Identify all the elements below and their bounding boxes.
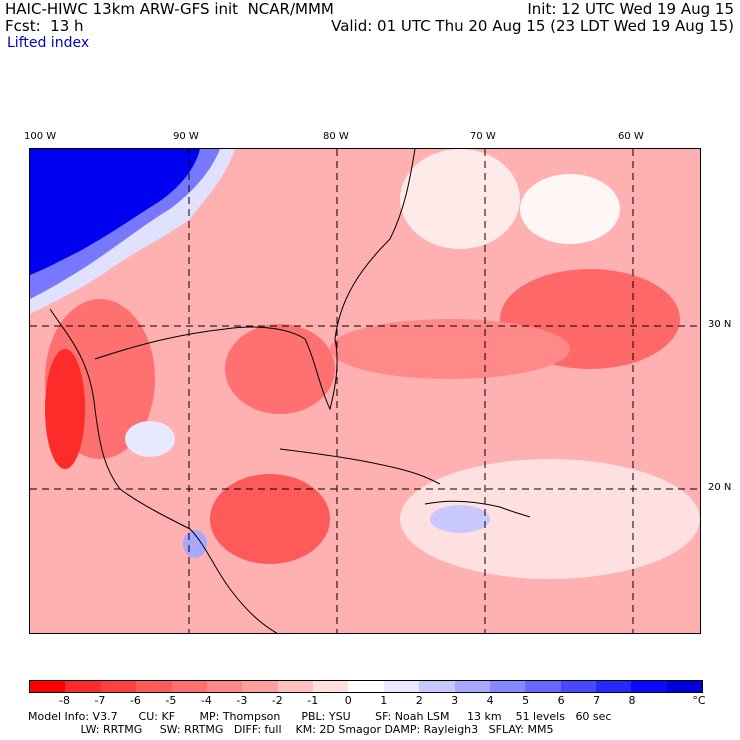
colorbar-tick-label: -6	[129, 694, 141, 707]
stable-region-core	[30, 149, 200, 275]
colorbar-segment	[419, 681, 455, 692]
stable-spot-gulf	[125, 421, 175, 457]
colorbar	[29, 680, 703, 693]
colorbar-segment	[171, 681, 207, 692]
lat-label-20n: 20 N	[708, 482, 732, 493]
colorbar-tick-label: 4	[486, 694, 494, 707]
unstable-area-gulf	[225, 324, 335, 414]
lon-label-100w: 100 W	[24, 131, 57, 142]
colorbar-tick-label: 1	[380, 694, 388, 707]
colorbar-segment	[136, 681, 172, 692]
colorbar-tick-label: 2	[415, 694, 423, 707]
colorbar-tick-label: -7	[94, 694, 106, 707]
unstable-core-texas	[45, 349, 85, 469]
colorbar-tick-label: 0	[344, 694, 352, 707]
valid-time: Valid: 01 UTC Thu 20 Aug 15 (23 LDT Wed …	[331, 17, 734, 35]
colorbar-segment	[100, 681, 137, 692]
coastline-gulf-west	[49, 308, 278, 633]
colorbar-segment	[560, 681, 596, 692]
colorbar-segment	[596, 681, 632, 692]
neutral-area-northeast	[400, 149, 520, 249]
colorbar-segment	[631, 681, 667, 692]
colorbar-tick-label: -4	[200, 694, 212, 707]
colorbar-tick-label: 7	[593, 694, 601, 707]
lat-lon-grid	[30, 149, 700, 633]
colorbar-tick-label: 6	[557, 694, 565, 707]
lon-label-60w: 60 W	[618, 131, 644, 142]
colorbar-segment	[454, 681, 490, 692]
coastline-hispaniola	[424, 500, 531, 518]
colorbar-tick-label: -2	[271, 694, 283, 707]
colorbar-tick-label: -5	[165, 694, 177, 707]
colorbar-segment	[348, 681, 384, 692]
coastline-us-southeast	[94, 149, 416, 411]
neutral-area-north-atlantic	[520, 174, 620, 244]
colorbar-tick-label: 5	[522, 694, 530, 707]
colorbar-segment	[383, 681, 420, 692]
model-info-line2: LW: RRTMG SW: RRTMG DIFF: full KM: 2D Sm…	[28, 723, 554, 736]
colorbar-segment	[313, 681, 349, 692]
lat-label-30n: 30 N	[708, 319, 732, 330]
lon-label-80w: 80 W	[323, 131, 349, 142]
stable-spot-hispaniola	[430, 505, 490, 533]
colorbar-segment	[525, 681, 561, 692]
colorbar-segment	[242, 681, 278, 692]
model-title: HAIC-HIWC 13km ARW-GFS init NCAR/MMM	[5, 0, 334, 18]
colorbar-tick-label: -1	[307, 694, 319, 707]
lon-label-90w: 90 W	[173, 131, 199, 142]
colorbar-segment	[206, 681, 243, 692]
colorbar-tick-label: 3	[451, 694, 459, 707]
colorbar-tick-label: -8	[58, 694, 70, 707]
colorbar-tick-label: °C	[692, 694, 706, 707]
unstable-area-caribbean	[210, 474, 330, 564]
coastline-cuba	[279, 448, 441, 485]
colorbar-tick-label: -3	[236, 694, 248, 707]
lifted-index-map	[29, 148, 701, 634]
field-name: Lifted index	[7, 35, 90, 51]
forecast-hour: Fcst: 13 h	[5, 17, 84, 35]
init-time: Init: 12 UTC Wed 19 Aug 15	[527, 0, 734, 18]
unstable-band-atlantic	[330, 319, 570, 379]
colorbar-tick-label: 8	[628, 694, 636, 707]
colorbar-segment	[65, 681, 101, 692]
model-info-line1: Model Info: V3.7 CU: KF MP: Thompson PBL…	[28, 710, 612, 723]
colorbar-segment	[277, 681, 313, 692]
map-canvas	[30, 149, 700, 633]
colorbar-segment	[489, 681, 526, 692]
lon-label-70w: 70 W	[470, 131, 496, 142]
colorbar-segment	[30, 681, 66, 692]
colorbar-segment	[666, 681, 703, 692]
